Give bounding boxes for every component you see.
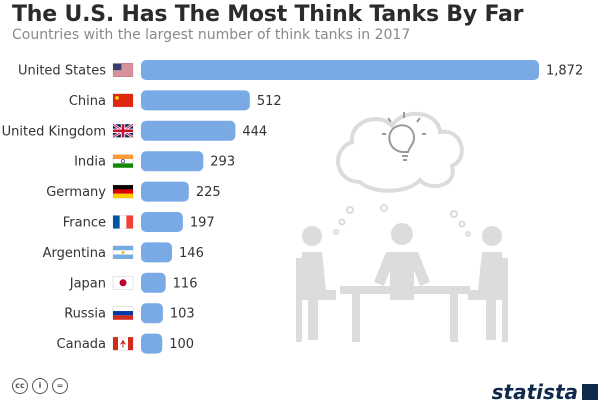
bar xyxy=(141,151,204,172)
flag-uk-icon xyxy=(112,123,134,139)
cc-icon[interactable]: cc xyxy=(12,378,28,394)
flag-de-icon xyxy=(112,184,134,199)
bar-row: China 512 xyxy=(69,90,282,111)
bar xyxy=(141,333,163,354)
bar-row: Germany 225 xyxy=(46,181,221,202)
bar xyxy=(141,181,189,202)
thinkers-illustration xyxy=(296,111,508,342)
value-label: 100 xyxy=(169,337,194,352)
bar-row: Argentina 146 xyxy=(43,242,204,263)
bar xyxy=(141,242,173,263)
value-label: 103 xyxy=(170,307,195,322)
bar xyxy=(141,90,250,111)
bar-row: United States 1,872 xyxy=(18,60,583,80)
chart-subtitle: Countries with the largest number of thi… xyxy=(12,27,411,43)
bar-row: Russia 103 xyxy=(64,303,195,324)
flag-ru-icon xyxy=(112,306,134,320)
by-icon[interactable]: i xyxy=(32,378,48,394)
bar-row: United Kingdom 444 xyxy=(2,120,267,141)
category-label: Argentina xyxy=(43,246,106,261)
bar-row: Canada 100 xyxy=(57,333,194,354)
bar xyxy=(141,212,183,232)
flag-us-icon xyxy=(112,63,134,77)
category-label: Japan xyxy=(69,276,106,291)
license-icons: cc i = xyxy=(12,378,68,394)
category-label: United Kingdom xyxy=(2,124,106,139)
value-label: 225 xyxy=(196,185,221,200)
value-label: 146 xyxy=(179,246,204,261)
category-label: France xyxy=(63,216,106,231)
flag-jp-icon xyxy=(112,276,134,290)
flag-in-icon xyxy=(112,154,134,168)
thought-bubble-icon xyxy=(333,111,471,237)
flag-fr-icon xyxy=(112,215,134,229)
bar xyxy=(141,60,539,80)
value-label: 1,872 xyxy=(546,64,583,79)
nd-icon[interactable]: = xyxy=(52,378,68,394)
value-label: 444 xyxy=(242,124,267,139)
bar xyxy=(141,272,166,293)
people-table-icon xyxy=(296,223,508,342)
lightbulb-icon xyxy=(382,112,426,161)
category-label: Canada xyxy=(57,337,106,352)
flag-cn-icon xyxy=(112,93,134,108)
bar xyxy=(141,120,236,141)
value-label: 293 xyxy=(210,155,235,170)
category-label: India xyxy=(74,155,106,170)
category-label: United States xyxy=(18,64,106,79)
flag-ca-icon xyxy=(112,336,134,351)
chart-title: The U.S. Has The Most Think Tanks By Far xyxy=(12,2,524,27)
statista-logo[interactable]: statista xyxy=(491,380,578,404)
value-label: 512 xyxy=(257,94,282,109)
category-label: Russia xyxy=(64,307,106,322)
flag-ar-icon xyxy=(112,245,134,260)
bar-row: Japan 116 xyxy=(69,272,198,293)
value-label: 116 xyxy=(173,276,198,291)
bar xyxy=(141,303,163,324)
bar-row: India 293 xyxy=(74,151,235,172)
bar-row: France 197 xyxy=(63,212,215,232)
category-label: Germany xyxy=(46,185,106,200)
value-label: 197 xyxy=(190,216,215,231)
category-label: China xyxy=(69,94,106,109)
statista-logo-mark-icon xyxy=(582,384,598,400)
